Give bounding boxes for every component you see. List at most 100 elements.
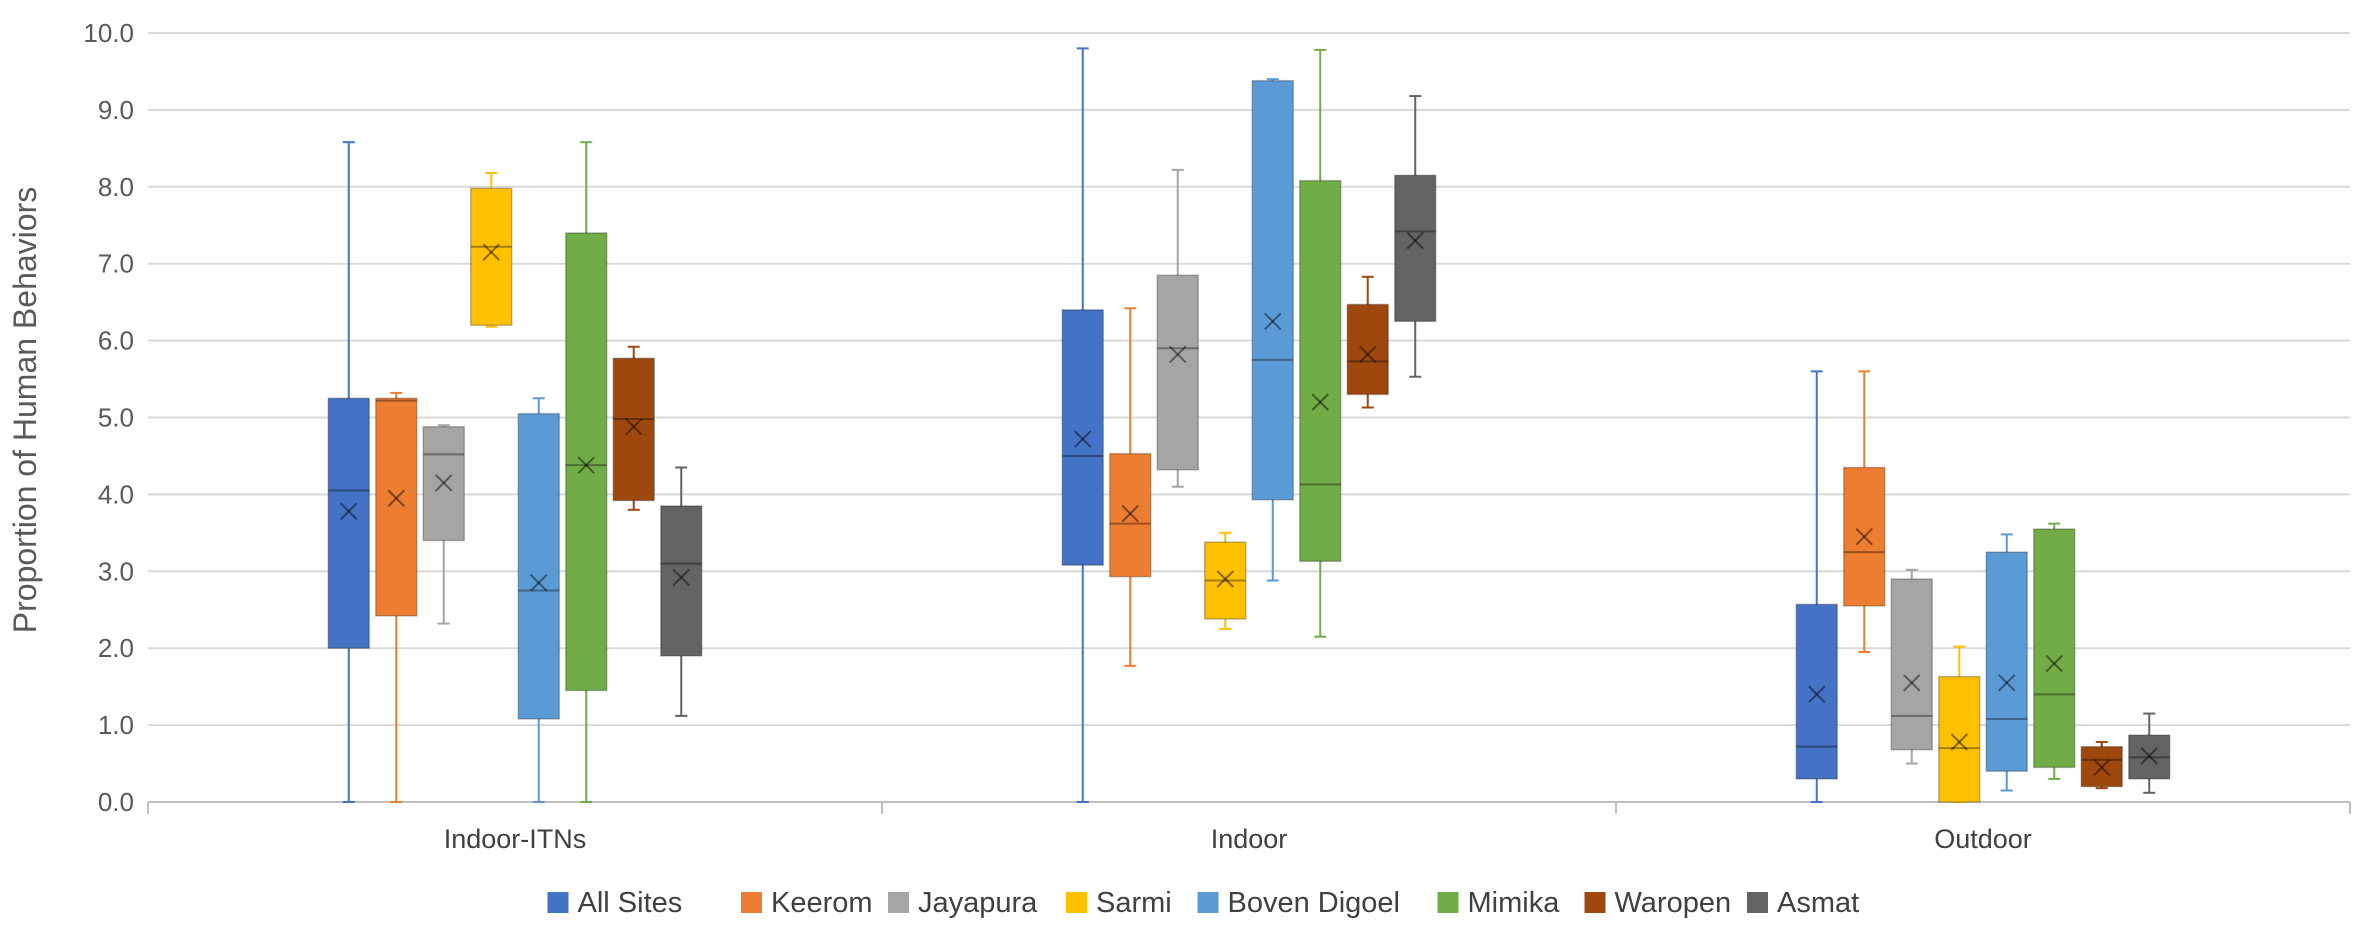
iqr-box [1938,675,1981,803]
box-asmat [660,466,703,717]
axes: 0.0 1.0 2.0 3.0 4.0 5.0 6.0 7.0 8.0 9.0 10.0 Indoor… [83,18,2351,854]
box-jayapura [1156,168,1199,488]
box-keerom [1843,370,1886,654]
iqr-box [327,397,370,649]
box-sarmi [1938,645,1981,803]
mean-marker [1855,527,1873,546]
mean-marker [1406,231,1424,250]
legend-swatch [1197,892,1219,913]
mean-marker [672,568,690,587]
legend-label: Sarmi [1096,887,1172,919]
mean-marker [1169,345,1187,364]
y-tick-label: 7.0 [98,249,134,279]
box-sarmi [470,171,513,328]
legend-item: Asmat [1747,887,1859,919]
mean-marker [1359,345,1377,364]
mean-marker [1808,685,1826,704]
legend-label: Jayapura [918,887,1038,919]
mean-marker [1074,430,1092,448]
gridlines [148,32,2350,727]
legend-swatch [1584,892,1606,913]
legend-label: Asmat [1777,887,1859,919]
mean-marker [2093,758,2111,777]
y-tick-label: 6.0 [98,326,134,356]
y-tick-label: 3.0 [98,556,134,586]
box-all-sites [1795,370,1838,803]
iqr-box [2080,745,2123,788]
legend-item: Boven Digoel [1197,887,1401,919]
iqr-box [517,412,560,720]
iqr-box [565,232,608,692]
iqr-box [1985,551,2028,772]
iqr-box [1299,179,1342,563]
iqr-box [1394,174,1437,323]
mean-marker [1406,231,1424,250]
box-boven-digoel [517,397,560,803]
box-asmat [2128,712,2171,794]
box-mimika [2033,522,2076,780]
y-axis-label: Proportion of Human Behaviors [7,187,43,633]
box-boven-digoel [1985,533,2028,792]
box-sarmi [1204,531,1247,630]
legend-swatch [1747,892,1768,913]
legend-swatch [1437,892,1459,913]
iqr-box [1061,309,1104,566]
mean-marker [1998,674,2016,692]
box-all-sites [1061,47,1104,803]
mean-marker [1169,345,1187,364]
legend-label: Mimika [1468,887,1561,919]
mean-marker [340,502,358,521]
mean-marker [2045,654,2063,673]
legend-item: Keerom [741,887,873,919]
iqr-box [1890,578,1933,751]
iqr-box [1843,466,1886,607]
box-jayapura [422,424,465,625]
iqr-box [2128,734,2171,780]
mean-marker [435,474,453,492]
y-tick-label: 9.0 [98,95,134,125]
x-category-label: Indoor-ITNs [444,824,587,854]
legend-swatch [1066,892,1087,913]
mean-marker [2140,747,2158,765]
mean-marker [530,574,548,592]
mean-marker [577,456,595,474]
box-waropen [612,345,655,511]
mean-marker [1855,527,1873,546]
box-jayapura [1890,568,1933,765]
legend-swatch [547,892,569,913]
iqr-box [1251,79,1294,501]
legend-item: All Sites [547,887,682,919]
mean-marker [625,418,643,436]
x-category-label: Indoor [1211,824,1288,854]
mean-marker [1311,393,1329,411]
legend-swatch [888,892,909,913]
box-series [327,47,2171,803]
box-keerom [1109,307,1152,667]
box-asmat [1394,95,1437,378]
legend-label: Boven Digoel [1228,887,1401,919]
mean-marker [2140,747,2158,765]
mean-marker [1216,570,1234,588]
mean-marker [1121,504,1139,523]
mean-marker [482,243,500,261]
iqr-box [470,187,513,326]
box-all-sites [327,141,370,803]
legend-swatch [741,892,762,913]
iqr-box [375,397,418,617]
mean-marker [435,474,453,492]
mean-marker [1903,674,1921,692]
box-boven-digoel [1251,78,1294,582]
mean-marker [2093,758,2111,777]
mean-marker [1311,393,1329,411]
mean-marker [387,489,405,507]
y-tick-label: 8.0 [98,172,134,202]
iqr-box [1156,274,1199,471]
mean-marker [1998,674,2016,692]
mean-marker [340,502,358,521]
mean-marker [1074,430,1092,448]
box-waropen [2080,741,2123,790]
iqr-box [1795,603,1838,780]
mean-marker [2045,654,2063,673]
legend-label: Waropen [1615,887,1732,919]
